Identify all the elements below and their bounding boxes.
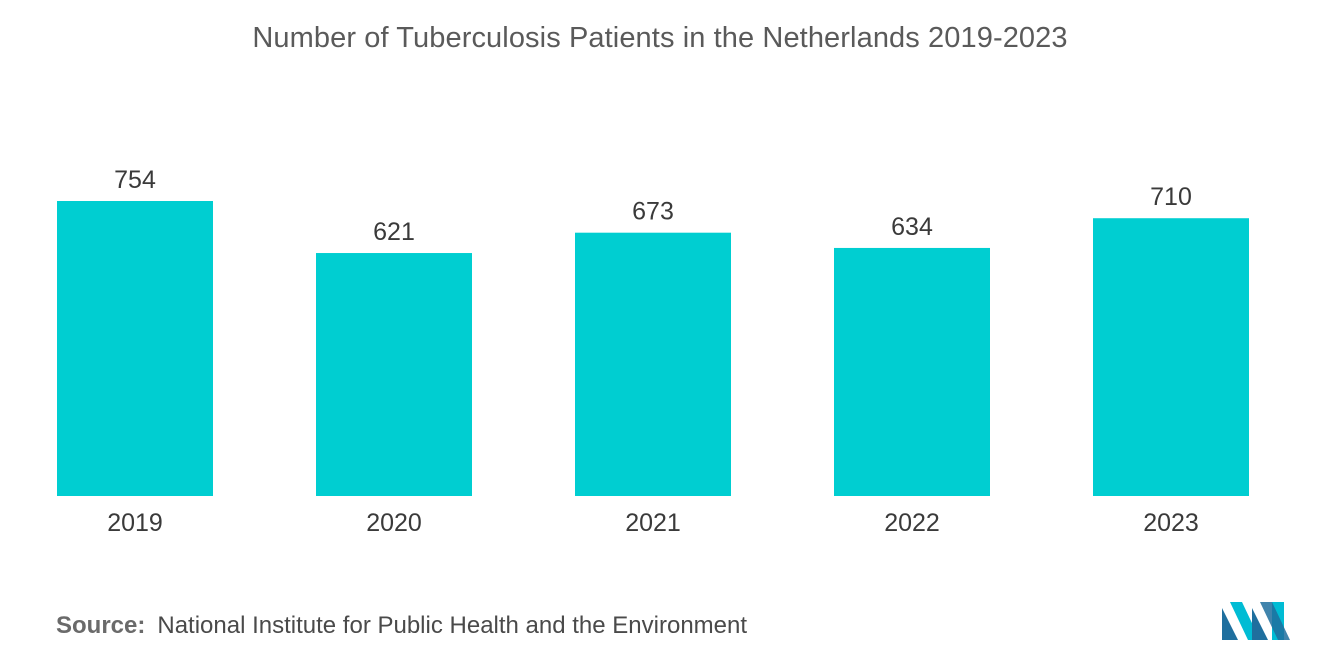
x-tick-label-2019: 2019 — [107, 509, 163, 537]
mordor-intelligence-logo-icon — [1222, 602, 1290, 640]
bars-group — [57, 201, 1249, 497]
value-label-2022: 634 — [891, 213, 933, 241]
source-label: Source: — [56, 612, 146, 639]
value-labels-group: 754 621 673 634 710 — [114, 166, 1192, 246]
x-tick-label-2020: 2020 — [366, 509, 422, 537]
chart-title: Number of Tuberculosis Patients in the N… — [252, 22, 1068, 54]
bar-2019 — [57, 201, 213, 496]
bar-2023 — [1093, 218, 1249, 497]
bar-2020 — [316, 253, 472, 496]
value-label-2019: 754 — [114, 166, 156, 194]
value-label-2020: 621 — [373, 218, 415, 246]
x-tick-label-2021: 2021 — [625, 509, 681, 537]
bar-2021 — [575, 232, 731, 496]
x-tick-label-2023: 2023 — [1143, 509, 1199, 537]
source-note: Source: National Institute for Public Hea… — [56, 612, 747, 640]
tick-labels-group: 2019 2020 2021 2022 2023 — [107, 509, 1199, 537]
value-label-2023: 710 — [1150, 183, 1192, 211]
x-tick-label-2022: 2022 — [884, 509, 940, 537]
source-text: National Institute for Public Health and… — [157, 612, 748, 639]
bar-2022 — [834, 247, 990, 496]
value-label-2021: 673 — [632, 198, 674, 226]
